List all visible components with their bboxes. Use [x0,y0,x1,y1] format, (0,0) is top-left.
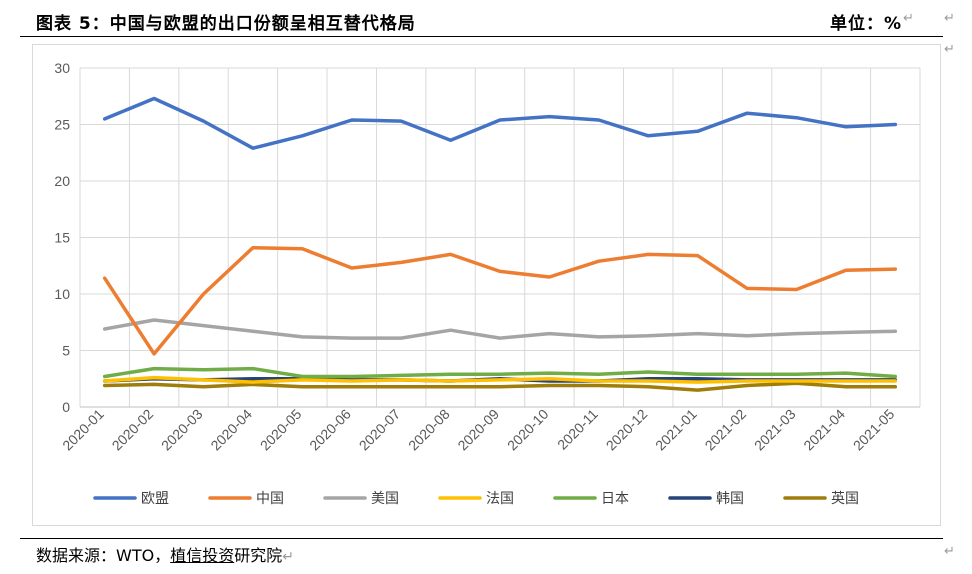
legend-label: 法国 [486,491,514,507]
x-tick-label: 2020-07 [356,406,404,454]
x-tick-label: 2020-06 [306,406,354,454]
x-tick-label: 2020-02 [109,406,157,454]
y-tick-label: 0 [62,399,70,415]
header-rule [20,36,943,37]
x-tick-label: 2020-05 [257,406,305,454]
y-tick-label: 30 [54,60,70,76]
series-line [102,366,898,379]
report-header: 图表 5：中国与欧盟的出口份额呈相互替代格局 单位：% ↵ ↵ [0,0,972,36]
x-tick-label: 2020-09 [454,406,502,454]
legend-label: 韩国 [716,491,744,507]
legend-label: 英国 [831,490,859,507]
x-tick-label: 2020-08 [405,406,453,454]
y-tick-label: 25 [54,117,70,133]
return-mark-icon: ↵ [944,42,955,57]
legend-label: 欧盟 [141,491,169,507]
series-line [102,375,898,384]
source-prefix: 数据来源：WTO， [36,546,171,565]
source-suffix: 研究院 [234,546,283,565]
x-tick-label: 2020-11 [554,406,601,453]
unit-label: 单位：% [830,14,903,34]
series-line [102,245,898,356]
grid-layer [79,67,921,408]
x-tick-label: 2021-02 [702,406,750,454]
return-mark-icon: ↵ [944,11,955,26]
chart-frame [32,44,941,526]
footer-rule [20,538,943,539]
return-mark-icon: ↵ [944,544,955,559]
series-line [102,96,898,150]
series-layer [102,96,898,392]
series-line [102,381,898,392]
x-tick-label: 2020-03 [158,406,206,454]
x-tick-label: 2021-05 [850,406,898,454]
series-line [102,318,898,340]
y-tick-label: 5 [62,343,70,359]
return-mark-icon: ↵ [903,11,914,26]
x-tick-label: 2020-12 [603,406,651,454]
y-tick-label: 15 [54,230,70,246]
y-tick-label: 20 [54,173,70,189]
y-tick-labels: 0 5 10 15 20 25 30 [54,60,70,415]
legend-label: 中国 [256,491,284,507]
x-tick-labels: 2020-01 2020-02 2020-03 2020-04 2020-05 2020-… [59,406,897,454]
figure-title: 图表 5：中国与欧盟的出口份额呈相互替代格局 [36,14,416,34]
x-tick-label: 2021-04 [800,406,848,454]
x-tick-label: 2020-04 [207,406,255,454]
legend: 欧盟 中国 美国 法国 日本 韩国 英国 [93,490,859,507]
return-mark-icon: ↵ [282,549,294,565]
source-note: 数据来源：WTO，植信投资研究院↵ [36,542,294,566]
legend-label: 美国 [371,491,399,507]
x-tick-label: 2021-01 [652,406,700,454]
x-tick-label: 2020-10 [504,406,552,454]
x-tick-label: 2021-03 [751,406,799,454]
legend-label: 日本 [601,491,629,507]
y-tick-label: 10 [54,286,70,302]
source-company: 植信投资 [170,546,235,565]
